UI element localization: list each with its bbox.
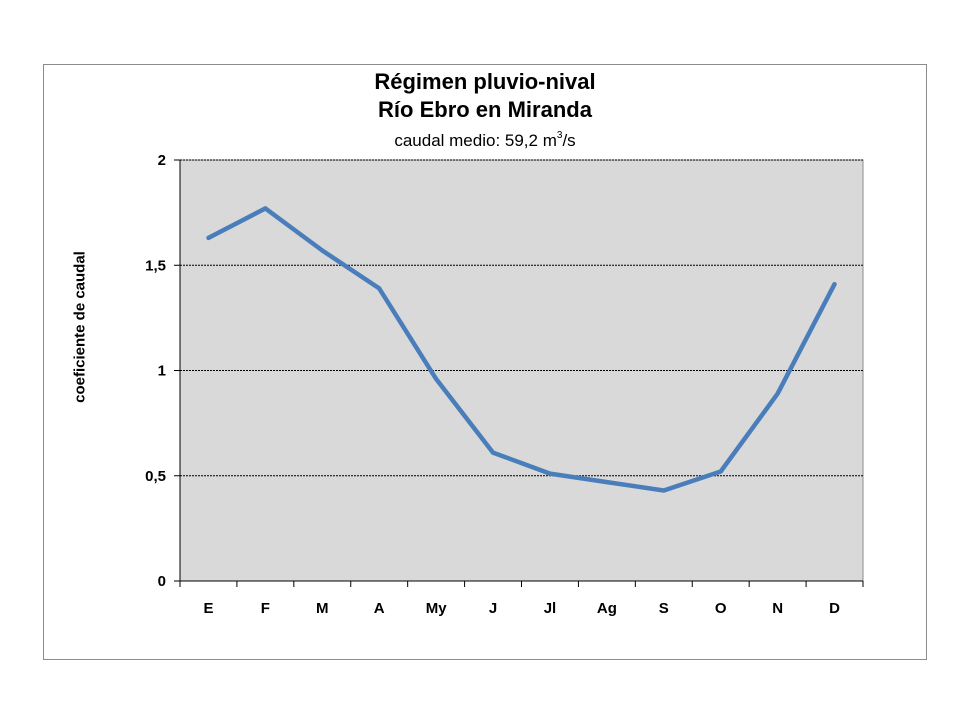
data-point [206, 235, 211, 240]
series-line [206, 206, 837, 493]
x-tick-label: Ag [597, 600, 617, 617]
data-point [832, 282, 837, 287]
data-point [434, 376, 439, 381]
y-tick-label: 1,5 [145, 257, 166, 274]
y-tick-label: 0 [158, 573, 166, 590]
data-point [775, 391, 780, 396]
subtitle-suffix: /s [562, 131, 576, 150]
y-tick-label: 0,5 [145, 468, 166, 485]
data-point [320, 248, 325, 253]
y-tick-label: 2 [158, 152, 166, 169]
chart-title-line2: Río Ebro en Miranda [378, 97, 592, 122]
x-tick-label: J [489, 600, 497, 617]
x-tick-label: A [374, 600, 385, 617]
data-point [547, 471, 552, 476]
x-tick-label: Jl [544, 600, 557, 617]
data-point [491, 450, 496, 455]
data-point [263, 206, 268, 211]
x-tick-label: M [316, 600, 329, 617]
x-tick-label: E [203, 600, 213, 617]
x-tick-label: D [829, 600, 840, 617]
x-tick-label: O [715, 600, 727, 617]
chart-frame: Régimen pluvio-nival Río Ebro en Miranda… [43, 64, 927, 660]
data-point [661, 488, 666, 493]
data-point [604, 480, 609, 485]
x-tick-label: S [659, 600, 669, 617]
chart-subtitle: caudal medio: 59,2 m3/s [44, 130, 926, 151]
data-point [377, 286, 382, 291]
y-tick-label: 1 [158, 363, 166, 380]
x-tick-label: My [426, 600, 447, 617]
data-point [718, 469, 723, 474]
chart-title: Régimen pluvio-nival [374, 69, 596, 94]
subtitle-superscript: 3 [556, 130, 563, 141]
subtitle-text: caudal medio: 59,2 m [394, 131, 557, 150]
x-tick-label: N [772, 600, 783, 617]
x-tick-label: F [261, 600, 270, 617]
line-chart: 0 0,5 1 1,5 2 E F M A My J Jl Ag S O N D [145, 152, 864, 617]
